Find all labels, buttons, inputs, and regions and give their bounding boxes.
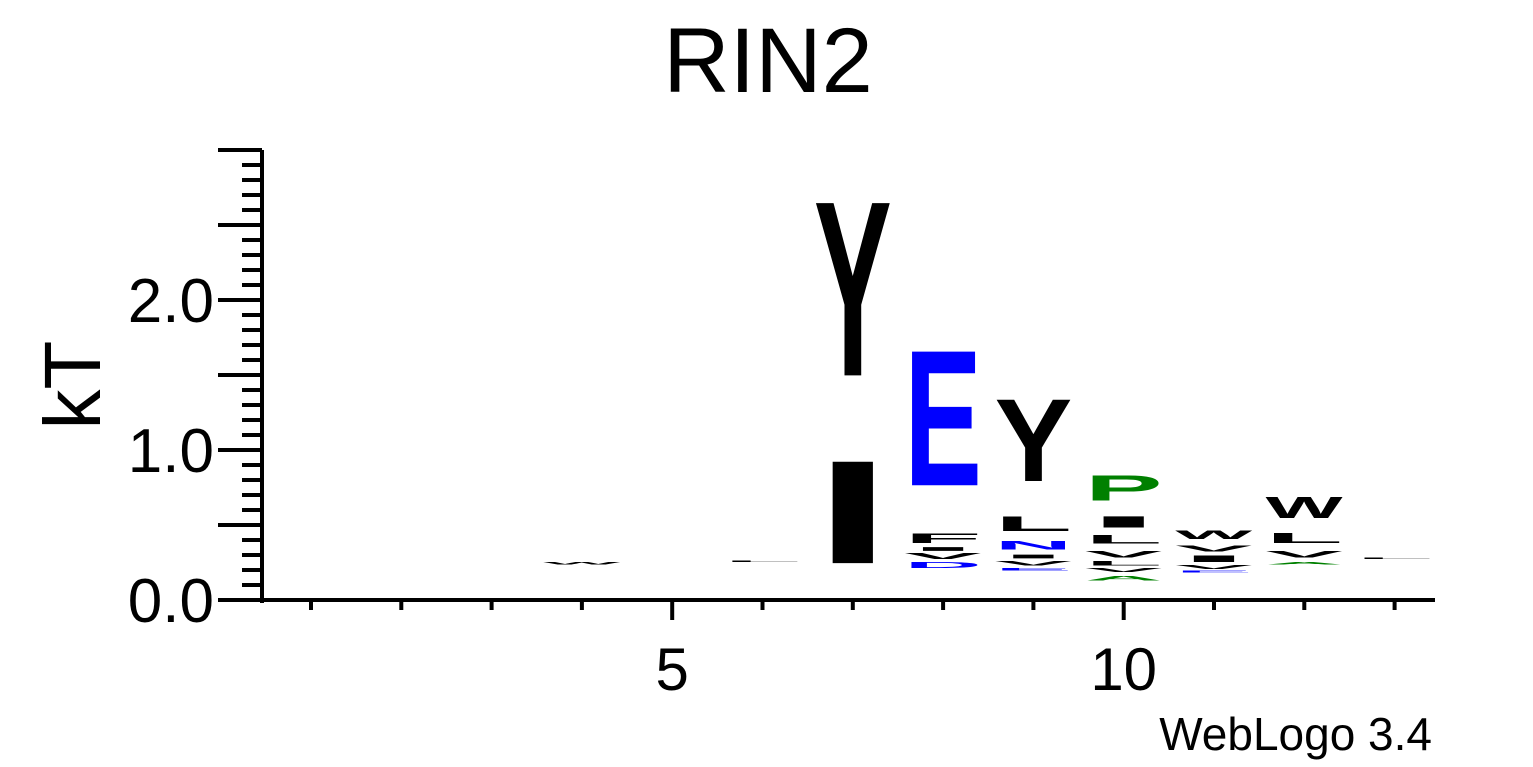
svg-text:L: L <box>995 512 1073 536</box>
logo-letter-V-pos12: V <box>1265 549 1343 559</box>
logo-letter-I-pos11: I <box>1175 553 1253 563</box>
svg-text:A: A <box>1085 575 1163 582</box>
logo-letter-V-pos8: V <box>904 552 982 561</box>
svg-text:V: V <box>995 560 1073 567</box>
svg-text:P: P <box>1085 468 1163 508</box>
svg-text:I: I <box>995 553 1073 559</box>
logo-letter-L-pos12: L <box>1265 530 1343 546</box>
svg-text:V: V <box>1175 564 1253 570</box>
svg-text:Y: Y <box>995 374 1073 506</box>
logo-letter-E-pos9: E <box>995 567 1073 571</box>
logo-letter-V-pos10: V <box>1085 567 1163 573</box>
logo-letter-W-pos12: W <box>1265 491 1343 525</box>
svg-text:E: E <box>995 567 1073 571</box>
x-axis: 5 10 <box>260 598 1435 703</box>
logo-letter-V-pos11: V <box>1175 545 1253 554</box>
logo-letter-L-pos10: L <box>1085 560 1163 567</box>
logo-letter-E-pos11: E <box>1175 570 1253 573</box>
logo-letter-A-pos10: A <box>1085 575 1163 582</box>
chart-title: RIN2 <box>663 10 873 112</box>
svg-text:L: L <box>1356 558 1434 559</box>
svg-text:E: E <box>904 309 982 526</box>
y-tick-label: 2.0 <box>128 267 214 336</box>
y-tick-label: 1.0 <box>128 417 214 486</box>
svg-text:N: N <box>995 539 1073 552</box>
logo-letter-A-pos12: A <box>1265 561 1343 565</box>
svg-text:V: V <box>1085 549 1163 559</box>
logo-letter-E-pos8: E <box>904 309 982 526</box>
y-tick-label: 0.0 <box>128 567 214 636</box>
logo-letter-V-pos10: V <box>1085 549 1163 559</box>
logo-letter-V-pos11: V <box>1175 564 1253 570</box>
logo-letter-D-pos8: D <box>904 561 982 570</box>
svg-text:E: E <box>1175 570 1253 573</box>
svg-text:L: L <box>1085 533 1163 546</box>
svg-text:V: V <box>1265 549 1343 559</box>
logo-letter-Y-pos7: Y <box>814 150 892 430</box>
logo-letter-Y-pos9: Y <box>995 374 1073 506</box>
logo-letter-W-pos11: W <box>1175 528 1253 541</box>
svg-text:V: V <box>904 552 982 561</box>
svg-text:A: A <box>1265 561 1343 565</box>
svg-text:W: W <box>1265 491 1343 525</box>
logo-letter-N-pos9: N <box>995 539 1073 552</box>
svg-text:F: F <box>904 531 982 546</box>
svg-text:V: V <box>1085 567 1163 573</box>
svg-text:W: W <box>1175 528 1253 541</box>
svg-text:L: L <box>1265 530 1343 546</box>
svg-text:I: I <box>904 546 982 552</box>
logo-letter-L-pos13: L <box>1356 558 1434 559</box>
logo-letter-L-pos9: L <box>995 512 1073 536</box>
weblogo-credit: WebLogo 3.4 <box>1159 708 1432 760</box>
svg-text:I: I <box>1175 553 1253 563</box>
logo-letter-I-pos8: I <box>904 546 982 552</box>
svg-text:D: D <box>904 561 982 570</box>
logo-letter-V-pos9: V <box>995 560 1073 567</box>
svg-text:V: V <box>1175 545 1253 554</box>
svg-text:L: L <box>1085 560 1163 567</box>
logo-letter-W-pos4: W <box>543 561 621 565</box>
x-tick-label: 10 <box>1090 636 1157 703</box>
logo-letter-I-pos9: I <box>995 553 1073 559</box>
svg-text:Y: Y <box>814 150 892 430</box>
logo-letter-P-pos10: P <box>1085 468 1163 508</box>
logo-letter-I-pos7: I <box>814 430 892 594</box>
y-axis: 0.0 1.0 2.0 <box>128 148 264 636</box>
svg-text:I: I <box>1085 513 1163 531</box>
logo-letter-F-pos8: F <box>904 531 982 546</box>
y-axis-label: kT <box>28 341 117 430</box>
x-tick-label: 5 <box>656 636 689 703</box>
logo-letter-L-pos6: L <box>724 561 802 562</box>
logo-letter-I-pos10: I <box>1085 513 1163 531</box>
logo-letter-L-pos10: L <box>1085 533 1163 546</box>
svg-text:I: I <box>814 430 892 594</box>
svg-text:L: L <box>724 561 802 562</box>
svg-text:W: W <box>543 561 621 565</box>
